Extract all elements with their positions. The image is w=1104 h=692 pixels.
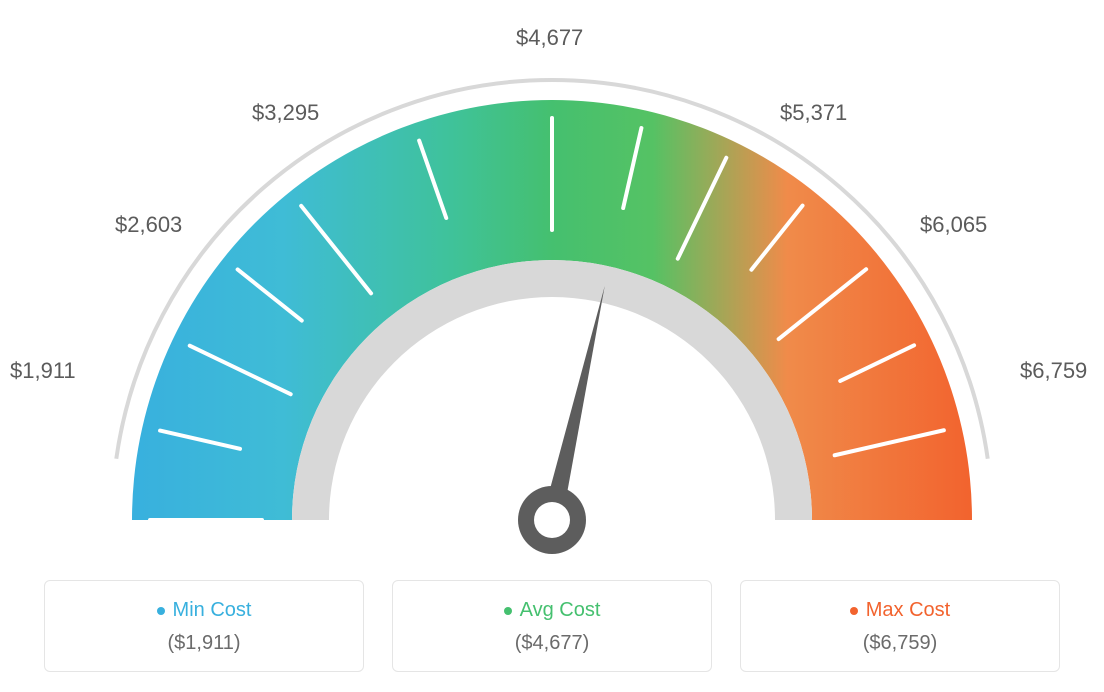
legend-card: Max Cost ($6,759) — [740, 580, 1060, 672]
needle-hub-hole — [534, 502, 570, 538]
gauge-tick-label: $5,371 — [780, 100, 847, 126]
gauge-tick-label: $4,677 — [516, 25, 583, 51]
legend-title-text: Avg Cost — [520, 599, 601, 622]
gauge-tick-label: $6,759 — [1020, 358, 1087, 384]
gauge-svg — [20, 20, 1084, 560]
legend-dot-icon — [850, 607, 858, 615]
legend-title-text: Min Cost — [173, 599, 252, 622]
legend-row: Min Cost ($1,911) Avg Cost ($4,677) Max Cost… — [20, 580, 1084, 672]
legend-value: ($1,911) — [55, 632, 353, 655]
legend-title: Min Cost — [157, 599, 252, 622]
legend-card: Avg Cost ($4,677) — [392, 580, 712, 672]
legend-dot-icon — [504, 607, 512, 615]
legend-value: ($6,759) — [751, 632, 1049, 655]
legend-value: ($4,677) — [403, 632, 701, 655]
legend-title: Max Cost — [850, 599, 950, 622]
legend-card: Min Cost ($1,911) — [44, 580, 364, 672]
gauge-chart: $1,911$2,603$3,295$4,677$5,371$6,065$6,7… — [20, 20, 1084, 560]
gauge-tick-label: $6,065 — [920, 212, 987, 238]
gauge-tick-label: $2,603 — [115, 212, 182, 238]
legend-title: Avg Cost — [504, 599, 601, 622]
legend-title-text: Max Cost — [866, 599, 950, 622]
gauge-tick-label: $3,295 — [252, 100, 319, 126]
gauge-tick-label: $1,911 — [10, 358, 76, 384]
legend-dot-icon — [157, 607, 165, 615]
